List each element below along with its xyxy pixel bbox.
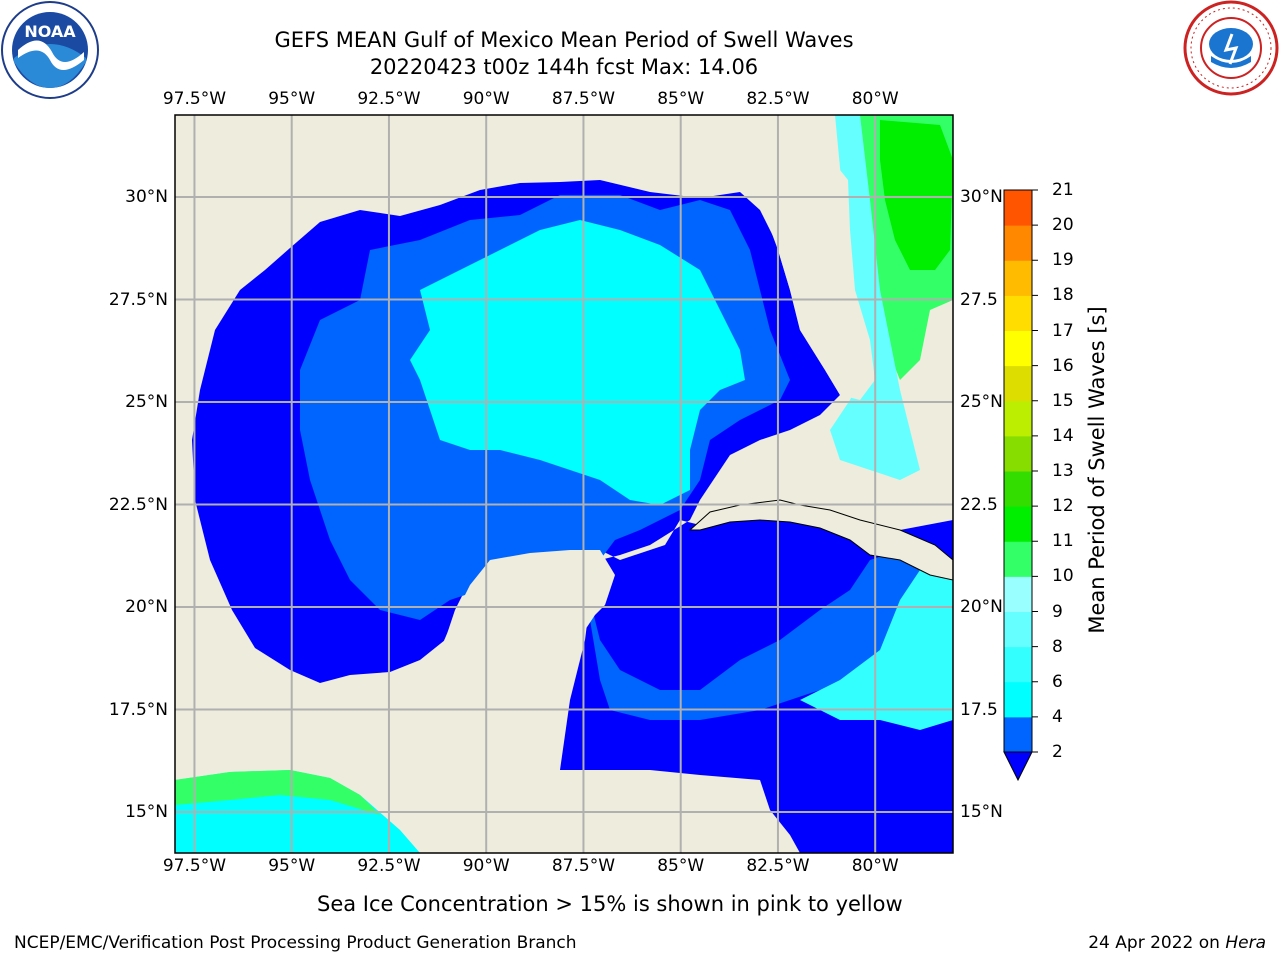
lat-label-left: 25°N: [125, 392, 168, 412]
lat-label-right: 30°N: [960, 187, 1003, 207]
colorbar-tick-label: 18: [1052, 285, 1074, 306]
colorbar-tick-label: 15: [1052, 390, 1074, 411]
lon-label-bottom: 95°W: [268, 856, 316, 876]
period-zone-high: [410, 220, 745, 505]
colorbar-tick-label: 21: [1052, 180, 1074, 200]
pacific-green: [175, 770, 380, 815]
colorbar-segment: [1004, 611, 1032, 648]
lat-label-right: 17.5: [960, 699, 998, 720]
colorbar-segment: [1004, 190, 1032, 226]
chart-subtitle: 20220423 t00z 144h fcst Max: 14.06: [369, 55, 759, 79]
lon-label-top: 90°W: [462, 89, 510, 109]
colorbar-tick-label: 17: [1052, 320, 1074, 341]
colorbar-segment: [1004, 681, 1032, 718]
colorbar: [1003, 189, 1038, 782]
caribbean-cyan: [800, 570, 953, 730]
lon-label-top: 85°W: [657, 89, 705, 109]
colorbar-segment: [1004, 541, 1032, 577]
footer-branch: NCEP/EMC/Verification Post Processing Pr…: [14, 933, 577, 953]
footer-date: 24 Apr 2022 on Hera: [1088, 933, 1266, 953]
colorbar-tick-label: 12: [1052, 496, 1074, 517]
lat-label-right: 27.5: [960, 289, 998, 310]
nws-logo: [1183, 0, 1279, 96]
lat-label-right: 20°N: [960, 597, 1003, 617]
lat-label-left: 30°N: [125, 187, 168, 207]
colorbar-segment: [1004, 225, 1032, 261]
lon-label-top: 97.5°W: [162, 89, 227, 109]
colorbar-tick-label: 9: [1052, 601, 1063, 622]
lon-label-top: 80°W: [851, 89, 899, 109]
colorbar-segment: [1004, 471, 1032, 507]
colorbar-segment: [1004, 435, 1032, 472]
colorbar-tick-label: 11: [1052, 531, 1074, 552]
colorbar-tick-label: 6: [1052, 671, 1063, 692]
colorbar-segment: [1004, 506, 1032, 542]
lat-label-right: 22.5: [960, 494, 998, 515]
lon-label-bottom: 97.5°W: [162, 856, 227, 876]
footer-machine: Hera: [1225, 933, 1266, 953]
colorbar-segment: [1004, 330, 1032, 367]
footer-date-text: 24 Apr 2022 on: [1088, 933, 1226, 953]
map-grid: [175, 115, 953, 853]
colorbar-segment: [1004, 646, 1032, 683]
lat-label-left: 22.5°N: [108, 494, 168, 515]
lat-label-left: 27.5°N: [108, 289, 168, 310]
noaa-logo: NOAA: [1, 1, 99, 99]
lat-label-left: 20°N: [125, 597, 168, 617]
map-frame: [174, 114, 954, 854]
colorbar-tick-label: 20: [1052, 215, 1074, 236]
colorbar-tick-label: 2: [1052, 742, 1063, 762]
colorbar-tick-label: 14: [1052, 425, 1074, 446]
colorbar-tick-label: 8: [1052, 636, 1063, 657]
colorbar-segment: [1004, 295, 1032, 331]
lon-label-bottom: 80°W: [851, 856, 899, 876]
lon-label-top: 87.5°W: [551, 89, 616, 109]
colorbar-segment: [1004, 260, 1032, 296]
chart-title: GEFS MEAN Gulf of Mexico Mean Period of …: [274, 28, 854, 52]
colorbar-tick-label: 16: [1052, 355, 1074, 376]
sea-ice-note: Sea Ice Concentration > 15% is shown in …: [317, 892, 903, 916]
lon-label-bottom: 90°W: [462, 856, 510, 876]
colorbar-tick-label: 13: [1052, 461, 1074, 481]
colorbar-tick-label: 4: [1052, 706, 1063, 727]
lon-label-top: 82.5°W: [746, 89, 810, 109]
colorbar-segment: [1004, 576, 1032, 612]
lat-label-right: 15°N: [960, 802, 1003, 822]
colorbar-tick-label: 10: [1052, 566, 1074, 587]
lat-label-left: 17.5°N: [108, 699, 168, 720]
lon-label-bottom: 87.5°W: [551, 856, 616, 876]
colorbar-tick-label: 19: [1052, 250, 1074, 271]
lat-label-right: 25°N: [960, 392, 1003, 412]
colorbar-segment: [1004, 400, 1032, 437]
noaa-logo-text: NOAA: [24, 22, 76, 41]
colorbar-extend-triangle: [1003, 751, 1033, 782]
yucatan-land: [420, 550, 615, 770]
lon-label-bottom: 92.5°W: [357, 856, 421, 876]
colorbar-label: Mean Period of Swell Waves [s]: [1085, 306, 1109, 634]
cuba-land: [688, 499, 953, 581]
east-coast-bright-green: [880, 120, 953, 270]
colorbar-segment: [1004, 716, 1032, 753]
colorbar-segment: [1004, 365, 1032, 402]
lon-label-bottom: 82.5°W: [746, 856, 810, 876]
lon-label-top: 95°W: [268, 89, 316, 109]
lon-label-top: 92.5°W: [357, 89, 421, 109]
lat-label-left: 15°N: [125, 802, 168, 822]
lon-label-bottom: 85°W: [657, 856, 705, 876]
